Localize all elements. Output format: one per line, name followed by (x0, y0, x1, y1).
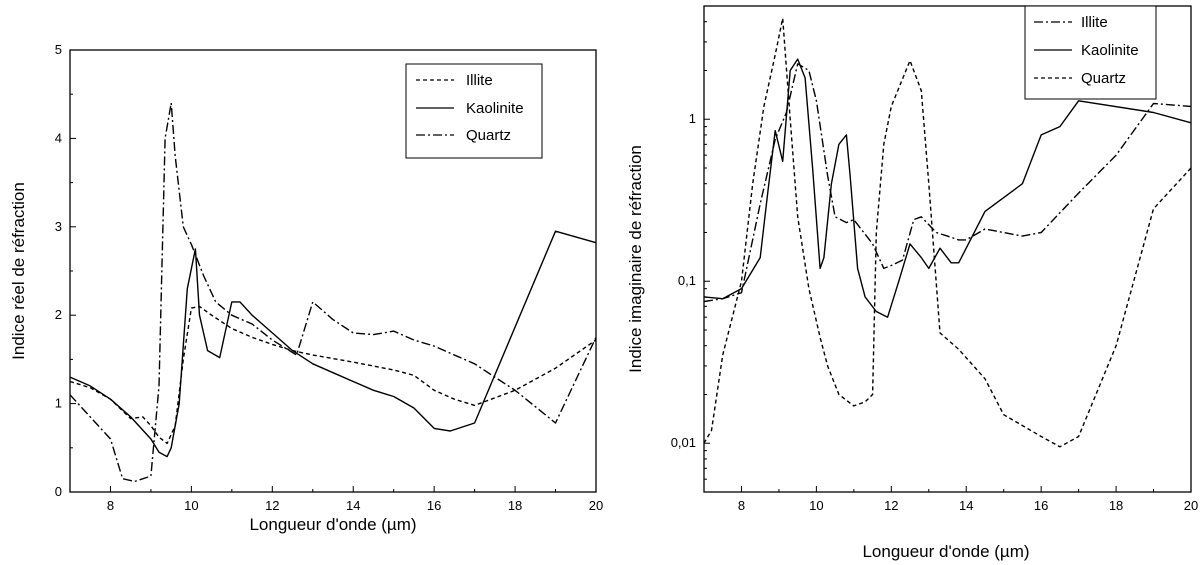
x-tick-label: 20 (589, 498, 603, 513)
legend-label-quartz: Quartz (1081, 70, 1126, 87)
x-axis-label: Longueur d'onde (µm) (862, 542, 1029, 561)
x-tick-label: 18 (1109, 498, 1123, 513)
y-tick-label: 0,01 (671, 435, 696, 450)
y-tick-labels: 0,01 0,1 1 (671, 21, 710, 480)
plot-frame (703, 5, 1192, 493)
x-tick-label: 10 (809, 498, 823, 513)
x-tick-labels: 8 10 12 14 16 18 20 (703, 486, 1198, 513)
x-tick-label: 12 (265, 498, 279, 513)
y-tick-label: 0 (55, 484, 62, 499)
x-tick-label: 16 (427, 498, 441, 513)
x-tick-label: 14 (959, 498, 973, 513)
y-tick-label: 1 (689, 111, 696, 126)
y-tick-label: 1 (55, 396, 62, 411)
y-tick-label: 2 (55, 307, 62, 322)
legend: Illite Kaolinite Quartz (405, 63, 543, 159)
y-axis-label: Indice réel de réfraction (9, 182, 28, 360)
legend-label-illite: Illite (466, 72, 493, 89)
legend-box (405, 63, 543, 159)
x-tick-label: 18 (508, 498, 522, 513)
legend-label-kaolinite: Kaolinite (466, 100, 524, 117)
x-tick-label: 8 (738, 498, 745, 513)
legend: Illite Kaolinite Quartz (1024, 5, 1157, 100)
x-tick-label: 20 (1184, 498, 1198, 513)
x-tick-label: 14 (346, 498, 360, 513)
legend-label-kaolinite: Kaolinite (1081, 42, 1139, 59)
x-tick-labels: 8 10 12 14 16 18 20 (69, 486, 603, 513)
series-line-kaolinite (69, 230, 597, 458)
series-line-illite (69, 305, 597, 445)
series-line-quartz (69, 102, 597, 483)
y-tick-label: 5 (55, 42, 62, 57)
series-line-kaolinite (703, 58, 1192, 318)
y-axis-label: Indice imaginaire de réfraction (626, 145, 645, 373)
y-tick-label: 4 (55, 130, 62, 145)
series-layer (703, 17, 1192, 448)
legend-label-quartz: Quartz (466, 127, 511, 144)
x-tick-label: 16 (1034, 498, 1048, 513)
chart-imaginary-index: 8 10 12 14 16 18 20 0,01 0,1 1 Longueur d'onde (… (626, 5, 1198, 561)
x-tick-label: 8 (107, 498, 114, 513)
x-tick-label: 12 (884, 498, 898, 513)
y-tick-labels: 0 1 2 3 4 5 (55, 42, 76, 499)
series-layer (69, 102, 597, 483)
y-tick-label: 0,1 (678, 273, 696, 288)
series-line-quartz (703, 17, 1192, 448)
legend-label-illite: Illite (1081, 14, 1108, 31)
x-axis-label: Longueur d'onde (µm) (249, 515, 416, 534)
x-tick-label: 10 (184, 498, 198, 513)
y-tick-label: 3 (55, 219, 62, 234)
